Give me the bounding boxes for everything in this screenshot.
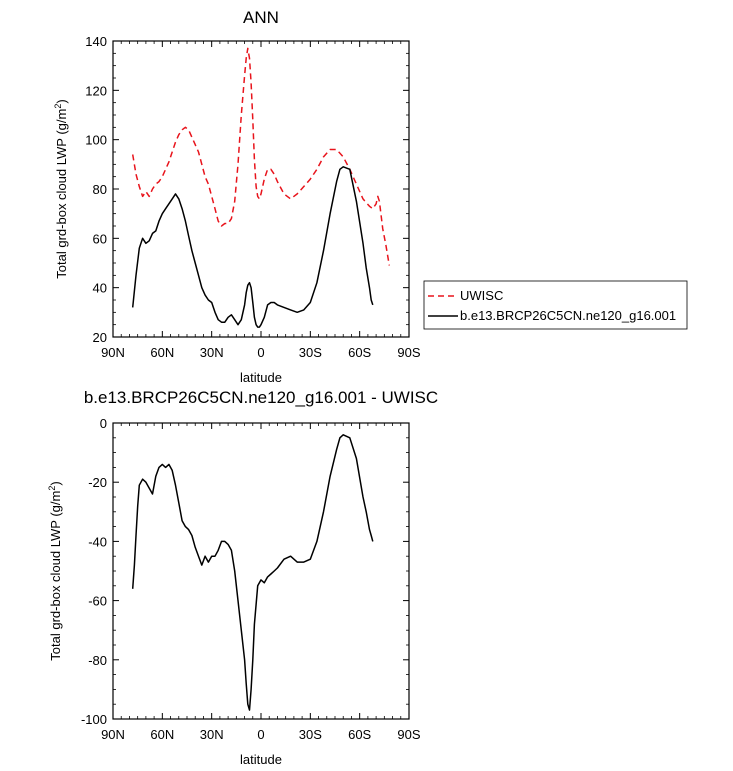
top-y-tick-label: 120	[85, 83, 107, 98]
top-x-tick-label: 90N	[101, 345, 125, 360]
bottom-y-axis-label-close: )	[48, 481, 63, 485]
bottom-x-tick-label: 30N	[200, 727, 224, 742]
top-x-tick-label: 90S	[397, 345, 420, 360]
bottom-x-axis-label: latitude	[240, 752, 282, 767]
top-y-tick-label: 140	[85, 34, 107, 49]
bottom-y-tick-label: -60	[88, 594, 107, 609]
top-series-line-0	[131, 47, 391, 266]
bottom-x-tick-label: 30S	[299, 727, 322, 742]
top-series-line-1	[131, 166, 374, 328]
bottom-y-axis-label-sup: 2	[47, 486, 57, 491]
bottom-panel: b.e13.BRCP26C5CN.ne120_g16.001 - UWISC -…	[47, 388, 438, 767]
bottom-x-tick-label: 0	[257, 727, 264, 742]
top-y-axis-label: Total grd-box cloud LWP (g/m2)	[53, 99, 69, 278]
bottom-x-tick-label: 60S	[348, 727, 371, 742]
top-series-lines	[131, 47, 391, 328]
bottom-y-ticks: -100 -80 -60 -40 -20 0	[81, 416, 409, 727]
top-x-ticks: 90N 60N 30N 0 30S 60S 90S	[101, 41, 421, 360]
bottom-x-ticks: 90N 60N 30N 0 30S 60S 90S	[101, 423, 421, 742]
bottom-y-axis-label: Total grd-box cloud LWP (g/m2)	[47, 481, 63, 660]
top-plot-frame	[112, 40, 410, 338]
top-x-axis-label: latitude	[240, 370, 282, 385]
bottom-series-line-0	[131, 434, 374, 711]
top-x-tick-label: 0	[257, 345, 264, 360]
top-y-tick-label: 20	[93, 330, 107, 345]
bottom-y-tick-label: -20	[88, 475, 107, 490]
top-x-tick-label: 30S	[299, 345, 322, 360]
top-y-tick-label: 60	[93, 231, 107, 246]
top-x-tick-label: 30N	[200, 345, 224, 360]
top-y-axis-label-main: Total grd-box cloud LWP (g/m	[54, 109, 69, 279]
legend-model-label: b.e13.BRCP26C5CN.ne120_g16.001	[460, 308, 676, 323]
bottom-y-axis-label-main: Total grd-box cloud LWP (g/m	[48, 491, 63, 661]
bottom-plot-frame	[112, 422, 410, 720]
top-x-tick-label: 60S	[348, 345, 371, 360]
top-y-axis-label-close: )	[54, 99, 69, 103]
legend-box	[423, 280, 688, 330]
legend-uwisc-label: UWISC	[460, 288, 503, 303]
bottom-title: b.e13.BRCP26C5CN.ne120_g16.001 - UWISC	[84, 388, 438, 407]
legend: UWISC b.e13.BRCP26C5CN.ne120_g16.001	[423, 280, 688, 330]
bottom-y-tick-label: -100	[81, 712, 107, 727]
top-y-ticks: 20 40 60 80 100 120 140	[85, 34, 409, 345]
bottom-x-tick-label: 60N	[150, 727, 174, 742]
top-y-tick-label: 40	[93, 281, 107, 296]
bottom-y-tick-label: 0	[100, 416, 107, 431]
top-y-tick-label: 100	[85, 133, 107, 148]
top-y-tick-label: 80	[93, 182, 107, 197]
bottom-y-tick-label: -40	[88, 534, 107, 549]
bottom-series-lines	[131, 434, 374, 711]
top-x-tick-label: 60N	[150, 345, 174, 360]
top-title: ANN	[243, 8, 279, 27]
bottom-x-tick-label: 90S	[397, 727, 420, 742]
bottom-y-tick-label: -80	[88, 653, 107, 668]
top-y-axis-label-sup: 2	[53, 104, 63, 109]
bottom-x-tick-label: 90N	[101, 727, 125, 742]
